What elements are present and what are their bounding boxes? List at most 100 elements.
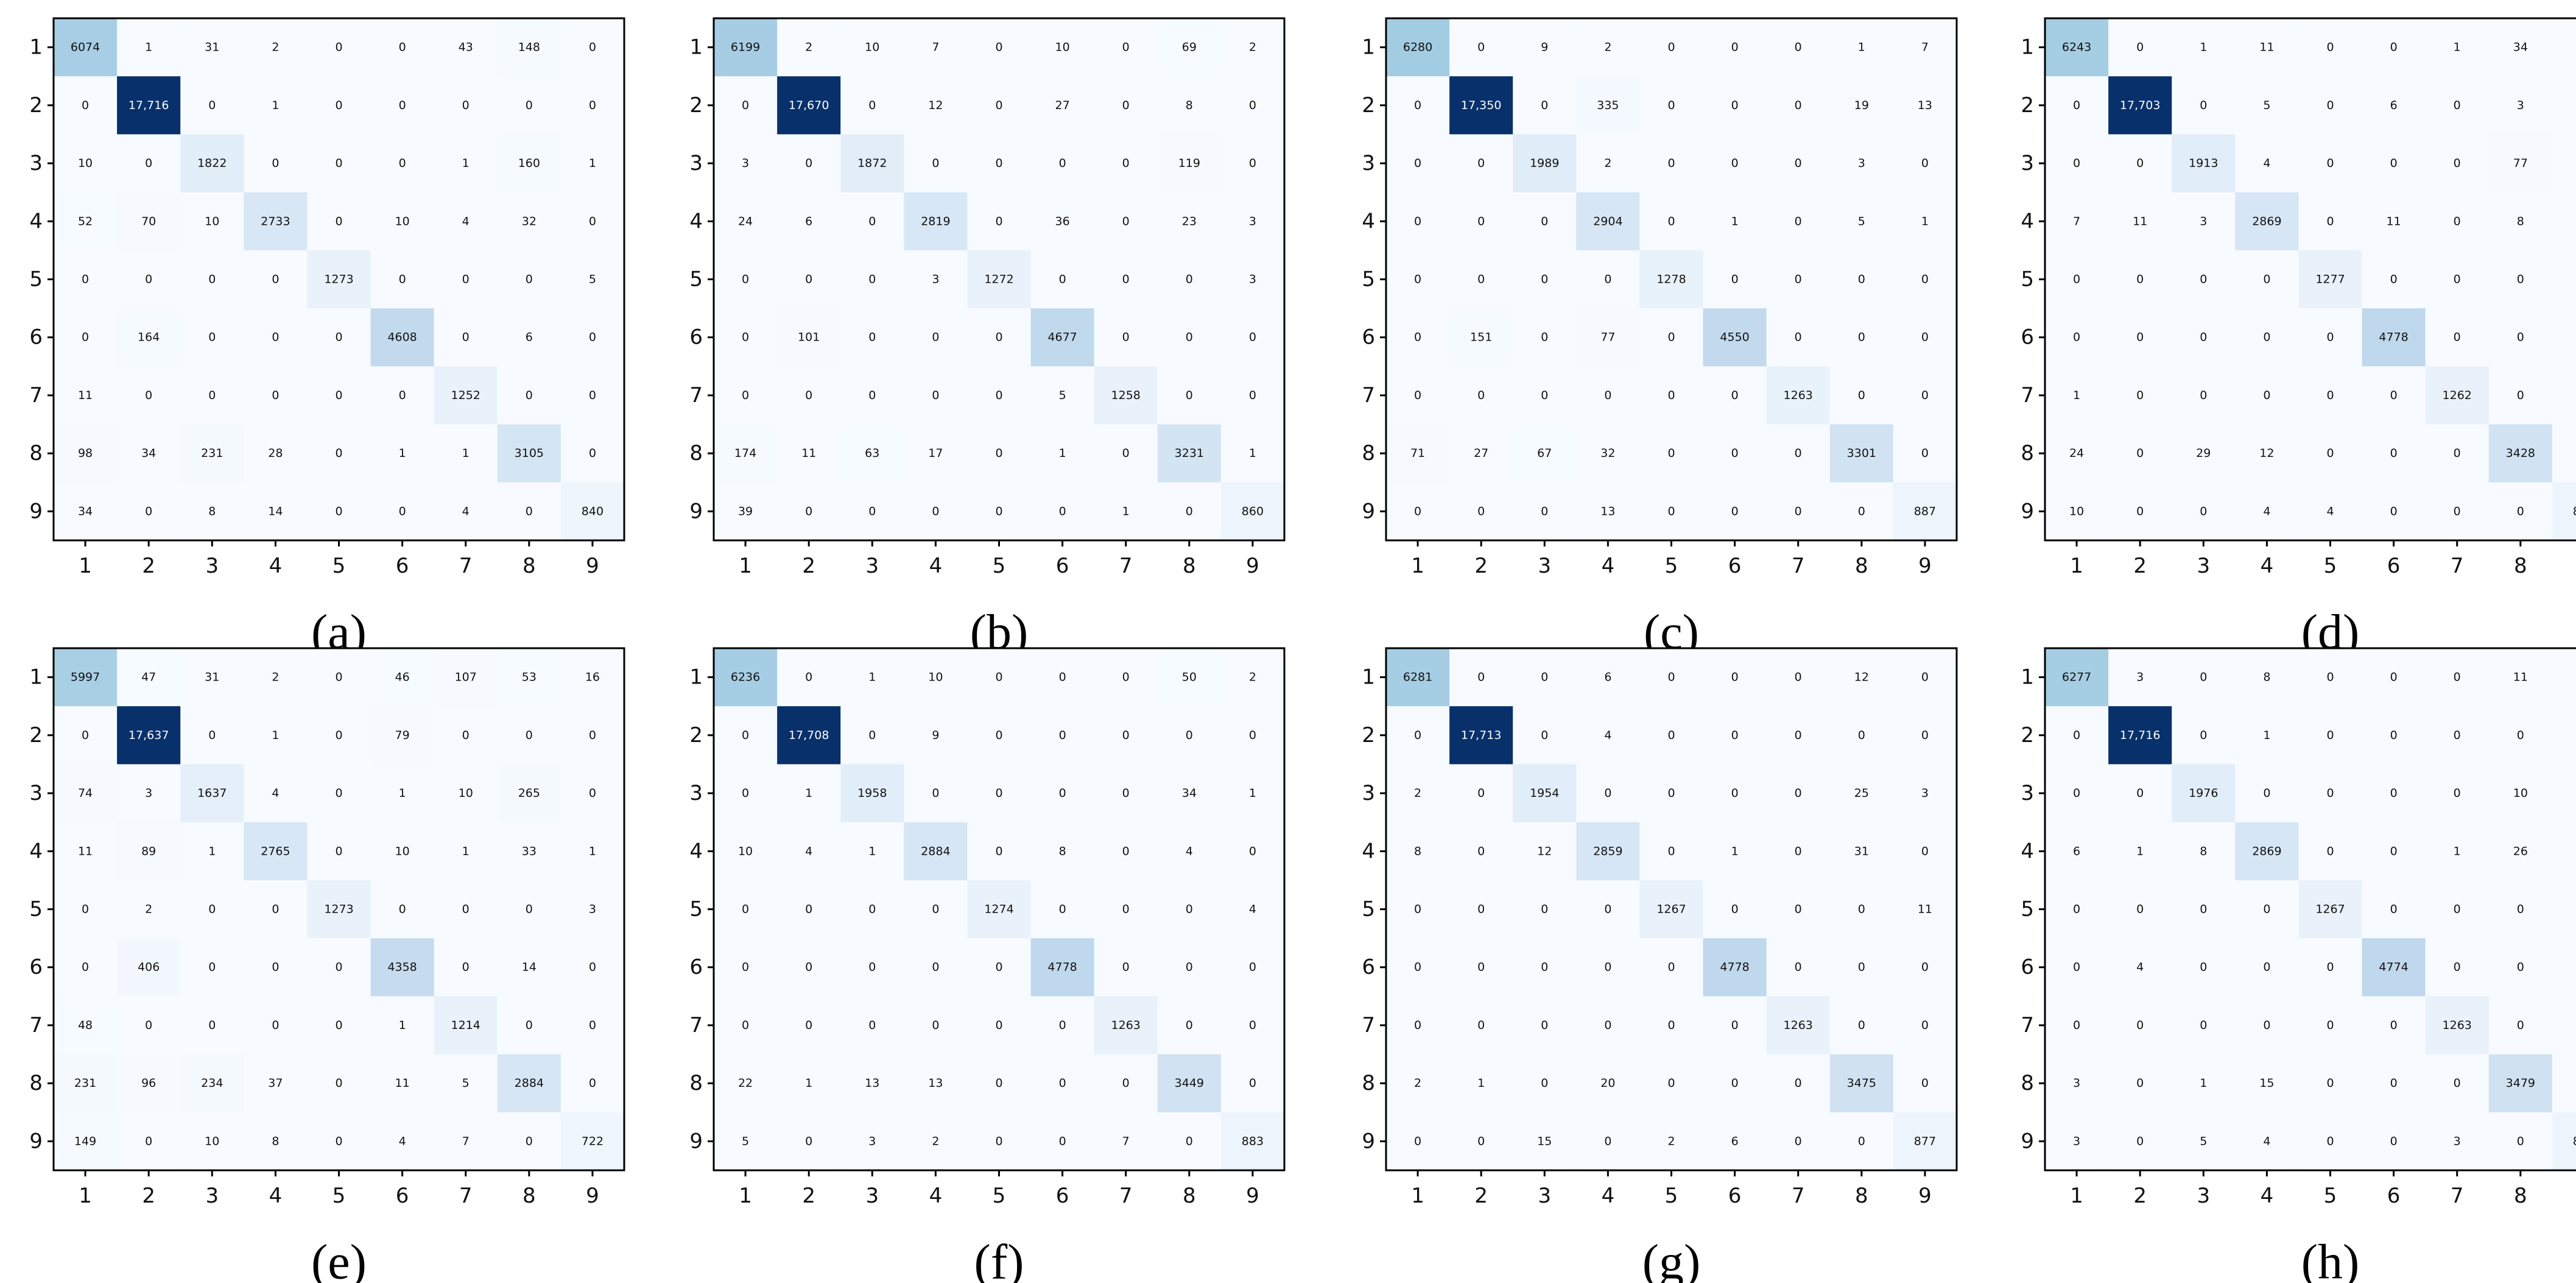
cell-value-label: 0 (335, 961, 342, 974)
heatmap-cell (54, 76, 118, 135)
cell-value-label: 3 (145, 786, 152, 800)
heatmap-cell (307, 648, 371, 707)
cell-value-label: 0 (399, 99, 406, 112)
confusion-matrix-panel: 6281 0 0 6 0 0 0 12 00 17,713 0 4 0 0 0 0 02 0 1954 0 0 0 0 25 3… (1362, 647, 1958, 1283)
cell-value-label: 0 (2263, 1019, 2270, 1032)
heatmap-cell (2552, 996, 2576, 1055)
heatmap-cell (1094, 134, 1158, 193)
cell-value-label: 0 (1795, 447, 1802, 460)
cell-value-label: 0 (2454, 214, 2461, 228)
heatmap-cell (497, 250, 561, 309)
cell-value-label: 0 (82, 99, 89, 112)
heatmap-cell (714, 366, 778, 425)
heatmap-cell (307, 18, 371, 77)
x-tick-label: 1 (739, 554, 752, 578)
cell-value-label: 0 (995, 961, 1002, 974)
heatmap-cell (2425, 996, 2490, 1055)
cell-value-label: 0 (589, 1019, 596, 1032)
heatmap-cell (2362, 250, 2426, 309)
x-tick-label: 1 (2070, 554, 2083, 578)
x-tick-label: 9 (586, 1184, 599, 1208)
heatmap-cell (1386, 822, 1450, 881)
y-tick-label: 3 (29, 151, 43, 175)
heatmap-cell (2045, 706, 2109, 765)
heatmap-cell (370, 880, 435, 939)
cell-value-label: 0 (1667, 671, 1675, 684)
cell-value-label: 0 (399, 41, 406, 54)
heatmap-cell (2172, 308, 2236, 367)
heatmap-cell (307, 308, 371, 367)
panel-caption: (f) (974, 1234, 1024, 1283)
cell-value-label: 0 (1604, 389, 1611, 402)
heatmap-cell (1094, 76, 1158, 135)
cell-value-label: 0 (1541, 99, 1548, 112)
cell-value-label: 0 (995, 671, 1002, 684)
cell-value-label: 0 (995, 786, 1002, 800)
y-tick-label: 9 (2021, 1129, 2034, 1153)
cell-value-label: 24 (2069, 447, 2084, 460)
cell-value-label: 0 (1921, 1019, 1929, 1032)
heatmap-cell (904, 706, 968, 765)
cell-value-label: 11 (2387, 214, 2401, 228)
heatmap-cell (1220, 134, 1285, 193)
x-tick-label: 4 (269, 554, 283, 578)
heatmap-cell (2488, 706, 2553, 765)
cell-value-label: 0 (995, 331, 1002, 344)
cell-value-label: 0 (1414, 961, 1421, 974)
heatmap-cell (1513, 1112, 1577, 1171)
heatmap-cell (54, 134, 118, 193)
cell-value-label: 0 (526, 504, 533, 518)
cell-value-label: 1 (589, 844, 596, 858)
heatmap-cell (1220, 822, 1285, 881)
heatmap-cell (560, 648, 625, 707)
heatmap-cell (2235, 938, 2299, 997)
x-tick-label: 4 (2261, 1184, 2274, 1208)
heatmap-cell (1893, 250, 1957, 309)
cell-value-label: 5 (1059, 389, 1066, 402)
heatmap-cell (2172, 1112, 2236, 1171)
cell-value-label: 0 (2517, 729, 2524, 742)
cell-value-label: 77 (1600, 331, 1615, 344)
y-tick-label: 4 (689, 209, 703, 233)
cell-value-label: 3 (2454, 1134, 2461, 1148)
cell-value-label: 0 (1059, 1076, 1066, 1090)
cell-value-label: 0 (868, 214, 876, 228)
heatmap-cell (2425, 706, 2490, 765)
heatmap-cell (840, 192, 904, 251)
heatmap-cell (2045, 18, 2109, 77)
cell-value-label: 0 (1059, 1134, 1066, 1148)
heatmap-cell (2488, 366, 2553, 425)
heatmap-cell (560, 482, 625, 541)
heatmap-cell (2235, 18, 2299, 77)
heatmap-cell (2172, 250, 2236, 309)
heatmap-cell (777, 764, 841, 823)
heatmap-cell (2362, 1112, 2426, 1171)
y-tick-label: 7 (29, 1013, 43, 1037)
heatmap-cell (904, 764, 968, 823)
heatmap-cell (1829, 648, 1894, 707)
heatmap-cell (434, 706, 498, 765)
cell-value-label: 0 (145, 1019, 152, 1032)
cell-value-label: 0 (2136, 903, 2144, 916)
heatmap-cell (2425, 880, 2490, 939)
cell-value-label: 0 (995, 1076, 1002, 1090)
cell-value-label: 0 (2454, 99, 2461, 112)
heatmap-cell (180, 366, 244, 425)
heatmap-cell (1703, 482, 1767, 541)
cell-value-label: 0 (526, 273, 533, 286)
heatmap-cell (1829, 308, 1894, 367)
heatmap-cell (244, 938, 308, 997)
heatmap-cell (840, 706, 904, 765)
heatmap-cell (1157, 764, 1222, 823)
cell-value-label: 0 (526, 1019, 533, 1032)
heatmap-cell (1576, 18, 1640, 77)
cell-value-label: 1263 (1784, 389, 1813, 402)
cell-value-label: 6280 (1403, 41, 1432, 54)
heatmap-cell (244, 1054, 308, 1113)
heatmap-cell (777, 134, 841, 193)
heatmap-cell (497, 482, 561, 541)
heatmap-cell (1829, 250, 1894, 309)
y-tick-label: 5 (689, 267, 703, 292)
heatmap-cell (1829, 938, 1894, 997)
heatmap-cell (2298, 764, 2363, 823)
